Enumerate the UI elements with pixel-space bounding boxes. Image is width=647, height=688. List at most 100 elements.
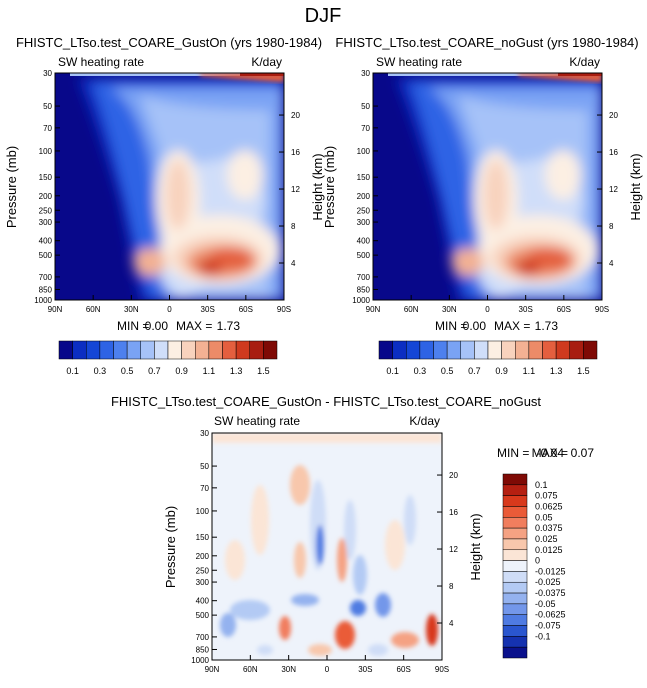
- colorbar-box: [474, 340, 489, 360]
- y-tick-label: 100: [196, 507, 210, 516]
- max-label: MAX =: [494, 319, 530, 333]
- y-tick-label: 500: [39, 251, 53, 260]
- page-title: DJF: [305, 5, 342, 27]
- y-axis-label: Pressure (mb): [163, 506, 178, 588]
- colorbar-box: [502, 646, 528, 659]
- y-tick-label: 200: [196, 552, 210, 561]
- y-tick-label: 150: [196, 533, 210, 542]
- y-tick-label: 150: [357, 173, 371, 182]
- y-tick-label: 100: [357, 147, 371, 156]
- colorbar-label: 0.0625: [535, 501, 563, 511]
- y-tick-label-right: 20: [291, 111, 300, 120]
- max-label: MAX =: [176, 319, 212, 333]
- colorbar-box: [583, 340, 598, 360]
- y-tick-label-right: 4: [291, 259, 296, 268]
- colorbar-label: 0.9: [495, 366, 508, 376]
- panel-title: FHISTC_LTso.test_COARE_GustOn (yrs 1980-…: [16, 35, 322, 50]
- colorbar-label: -0.05: [535, 599, 556, 609]
- colorbar-label: 0: [535, 556, 540, 566]
- colorbar-box: [154, 340, 169, 360]
- colorbar-box: [249, 340, 264, 360]
- colorbar-label: 0.7: [148, 366, 161, 376]
- colorbar-label: 1.5: [577, 366, 590, 376]
- x-tick-label: 0: [325, 665, 330, 674]
- y-tick-label: 300: [39, 218, 53, 227]
- y-tick-label: 700: [39, 273, 53, 282]
- colorbar-box: [502, 517, 528, 529]
- max-value: 1.73: [535, 319, 559, 333]
- min-value: 0.00: [463, 319, 487, 333]
- y-tick-label: 300: [357, 218, 371, 227]
- y-tick-label: 200: [357, 192, 371, 201]
- y-tick-label: 200: [39, 192, 53, 201]
- x-tick-label: 60N: [86, 305, 101, 314]
- colorbar-label: 1.3: [230, 366, 243, 376]
- y-tick-label: 400: [196, 597, 210, 606]
- colorbar-label: -0.0375: [535, 588, 566, 598]
- y-tick-label-right: 16: [449, 508, 458, 517]
- colorbar-box: [502, 495, 528, 507]
- x-tick-label: 0: [167, 305, 172, 314]
- colorbar-box: [86, 340, 101, 360]
- x-tick-label: 30S: [201, 305, 215, 314]
- y-tick-label: 70: [361, 124, 370, 133]
- colorbar-box: [378, 340, 393, 360]
- x-tick-label: 90S: [435, 665, 449, 674]
- units-label: K/day: [251, 55, 282, 69]
- y-tick-label: 50: [43, 102, 52, 111]
- colorbar-box: [501, 340, 516, 360]
- x-tick-label: 30S: [358, 665, 372, 674]
- x-tick-label: 60N: [404, 305, 419, 314]
- y-tick-label-right: 16: [609, 148, 618, 157]
- y-tick-label-right: 8: [609, 222, 614, 231]
- stats-line: MIN = -0.04 MAX = 0.07: [497, 446, 594, 460]
- stats-line: MIN = 0.00 MAX = 1.73: [117, 319, 240, 333]
- colorbar-label: 0.05: [535, 512, 553, 522]
- colorbar-label: 1.5: [257, 366, 270, 376]
- y-tick-label-right: 12: [449, 545, 458, 554]
- panel-gust-on: FHISTC_LTso.test_COARE_GustOn (yrs 1980-…: [4, 35, 325, 376]
- units-label: K/day: [569, 55, 600, 69]
- x-tick-label: 60S: [397, 665, 411, 674]
- colorbar-box: [569, 340, 584, 360]
- colorbar-box: [126, 340, 141, 360]
- colorbar-label: -0.0625: [535, 610, 566, 620]
- max-label: MAX =: [532, 446, 568, 460]
- x-tick-label: 30N: [281, 665, 296, 674]
- colorbar-box: [502, 581, 528, 594]
- y-tick-label: 700: [357, 273, 371, 282]
- colorbar-label: 1.3: [550, 366, 563, 376]
- variable-label: SW heating rate: [376, 55, 462, 69]
- panel-title: FHISTC_LTso.test_COARE_noGust (yrs 1980-…: [335, 35, 638, 50]
- colorbar-label: -0.025: [535, 577, 561, 587]
- colorbar-label: 0.1: [66, 366, 79, 376]
- colorbar-box: [113, 340, 128, 360]
- x-tick-label: 60S: [557, 305, 571, 314]
- colorbar-box: [406, 340, 421, 360]
- colorbar-box: [502, 603, 528, 615]
- y-tick-label: 50: [200, 462, 209, 471]
- colorbar-label: 0.5: [441, 366, 454, 376]
- colorbar-box: [502, 473, 528, 486]
- variable-label: SW heating rate: [58, 55, 144, 69]
- colorbar-box: [502, 538, 528, 551]
- colorbar-box: [502, 527, 528, 540]
- colorbar-label: -0.1: [535, 631, 551, 641]
- colorbar-box: [502, 484, 528, 496]
- colorbar-box: [555, 340, 570, 360]
- colorbar-label: -0.075: [535, 621, 561, 631]
- y-tick-label-right: 16: [291, 148, 300, 157]
- contour-field: [373, 73, 602, 300]
- colorbar-label: 0.025: [535, 534, 558, 544]
- colorbar-box: [222, 340, 237, 360]
- colorbar-box: [460, 340, 475, 360]
- min-value: 0.00: [145, 319, 169, 333]
- colorbar-box: [502, 560, 528, 572]
- colorbar-label: 0.5: [121, 366, 134, 376]
- colorbar-label: 0.0125: [535, 545, 563, 555]
- colorbar-box: [99, 340, 114, 360]
- y-tick-label: 1000: [34, 296, 52, 305]
- colorbar-box: [502, 592, 528, 605]
- min-label: MIN =: [435, 319, 467, 333]
